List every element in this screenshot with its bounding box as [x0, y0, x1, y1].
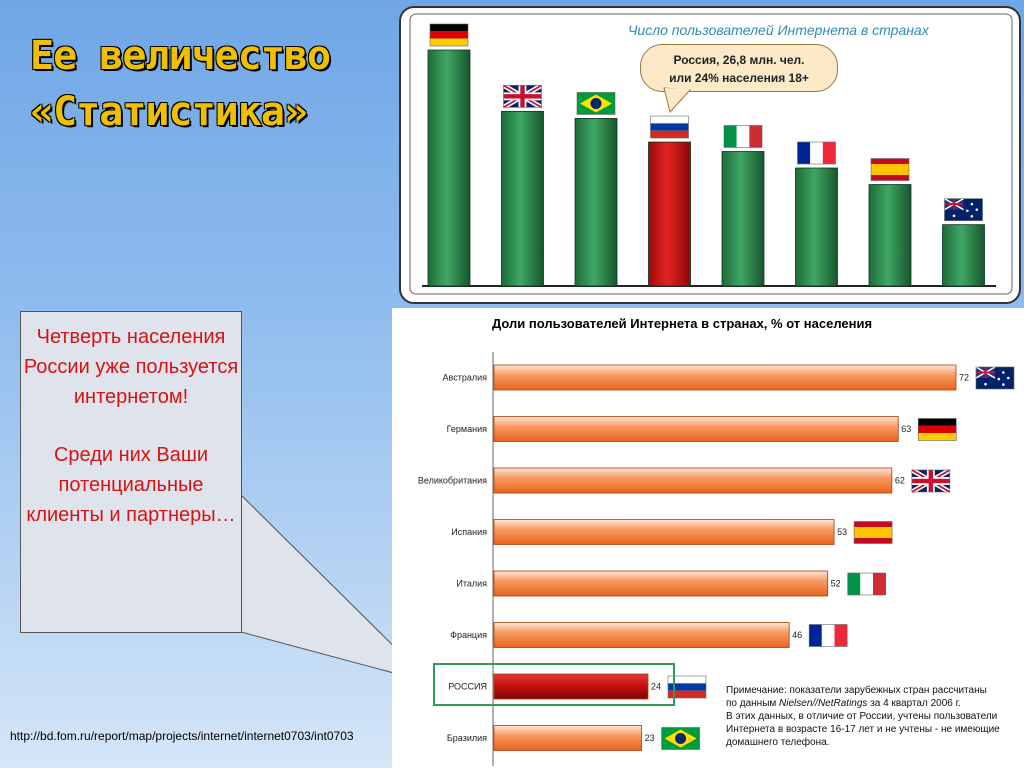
spain-flag-icon — [853, 521, 893, 544]
france-flag-icon — [797, 141, 836, 165]
top-bar — [501, 110, 544, 287]
italy-flag-icon — [847, 572, 886, 596]
value-label: 23 — [645, 733, 655, 743]
australia-flag-icon — [944, 197, 983, 221]
australia-flag-icon — [975, 366, 1015, 390]
uk-flag-icon — [910, 467, 952, 495]
source-url[interactable]: http://bd.fom.ru/report/map/projects/int… — [10, 729, 354, 743]
category-label: Франция — [450, 630, 487, 640]
callout-text-1: Четверть населения России уже пользуется… — [23, 326, 239, 408]
value-label: 46 — [792, 630, 802, 640]
bar-4 — [493, 570, 829, 597]
bubble-line-1: Россия, 26,8 млн. чел. — [673, 53, 805, 67]
note-line-5: домашнего телефона. — [726, 737, 830, 748]
germany-flag-icon — [429, 23, 469, 47]
note-line-2-post: за 4 квартал 2006 г. — [867, 698, 961, 709]
russia-flag-icon — [667, 675, 707, 699]
top-bar — [942, 224, 985, 287]
spain-flag-icon — [870, 158, 910, 181]
top-bar — [427, 49, 471, 287]
bubble-line-2: или 24% населения 18+ — [669, 71, 809, 85]
bar-1 — [493, 416, 899, 442]
germany-flag-icon — [917, 418, 957, 441]
top-bar — [795, 167, 838, 287]
note-line-2-pre: по данным — [726, 698, 780, 709]
value-label: 53 — [837, 527, 847, 537]
note-source: Nielsen//NetRatings — [779, 698, 868, 709]
top-bar — [721, 151, 765, 287]
bar-3 — [493, 519, 835, 545]
russia-flag-icon — [650, 115, 689, 139]
note-line-4: Интернета в возрасте 16-17 лет и не учте… — [726, 724, 1000, 735]
category-label: Германия — [447, 424, 487, 434]
top-bar — [648, 141, 691, 287]
note-line-2: по данным Nielsen//NetRatings за 4 кварт… — [726, 697, 1024, 710]
category-label: Великобритания — [418, 476, 487, 486]
value-label: 52 — [831, 579, 841, 589]
note-line-3: В этих данных, в отличие от России, учте… — [726, 711, 998, 722]
russia-highlight-frame — [433, 663, 675, 706]
brazil-flag-icon — [661, 727, 700, 750]
top-bar — [868, 184, 912, 287]
top-chart: Число пользователей Интернета в странах — [392, 0, 1024, 308]
value-label: 62 — [895, 476, 905, 486]
category-label: Италия — [456, 579, 487, 589]
callout-box: Четверть населения России уже пользуется… — [20, 311, 242, 633]
bottom-chart-svg: Австралия 72 Германия 63 Великобритания 62 Исп… — [418, 352, 1015, 766]
category-label: Австралия — [443, 373, 488, 383]
france-flag-icon — [808, 624, 848, 647]
value-label: 63 — [901, 424, 911, 434]
value-label: 72 — [959, 373, 969, 383]
category-label: Испания — [451, 527, 487, 537]
bottom-chart-title: Доли пользователей Интернета в странах, … — [492, 316, 873, 331]
value-label: 24 — [651, 682, 661, 692]
bar-2 — [493, 467, 893, 494]
bar-5 — [493, 622, 790, 648]
callout-text-2: Среди них Ваши потенциальные клиенты и п… — [26, 444, 236, 526]
italy-flag-icon — [723, 125, 763, 148]
russia-bubble: Россия, 26,8 млн. чел. или 24% населения… — [640, 44, 838, 92]
uk-flag-icon — [502, 83, 543, 110]
slide-title: Ее величество «Статистика» — [30, 33, 331, 135]
top-chart-title: Число пользователей Интернета в странах — [628, 22, 929, 38]
bottom-chart: Доли пользователей Интернета в странах, … — [392, 308, 1024, 768]
brazil-flag-icon — [576, 92, 616, 115]
bar-0 — [493, 364, 957, 391]
top-bar — [574, 118, 618, 287]
category-label: РОССИЯ — [448, 682, 487, 692]
note-line-1: Примечание: показатели зарубежных стран … — [726, 685, 987, 696]
bar-6 — [493, 673, 649, 700]
bar-7 — [493, 725, 642, 751]
category-label: Бразилия — [447, 733, 487, 743]
footnote: Примечание: показатели зарубежных стран … — [726, 684, 1024, 749]
top-chart-svg — [399, 6, 1021, 304]
